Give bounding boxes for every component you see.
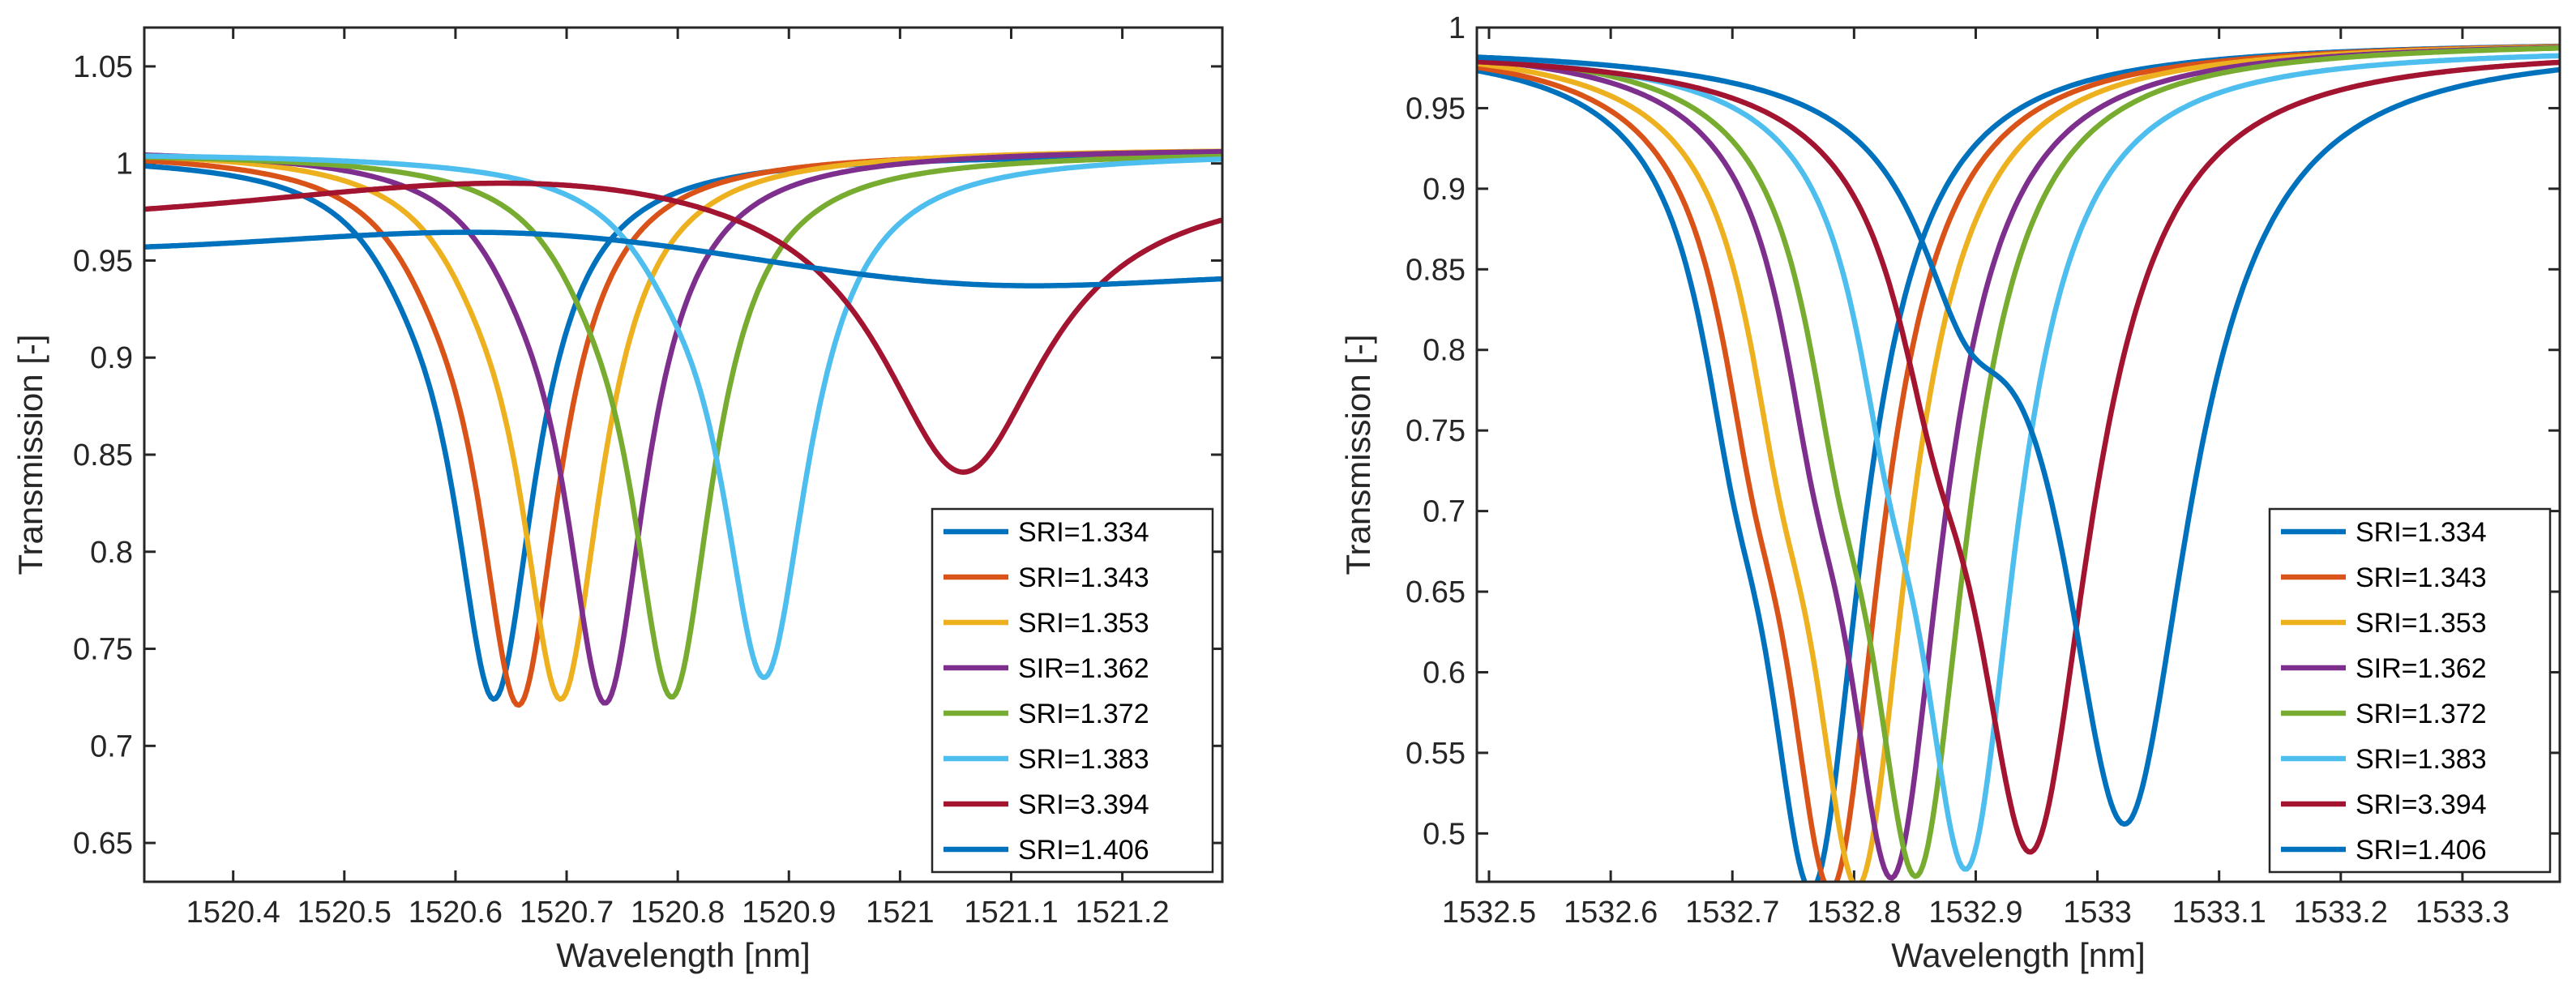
left-axes-box xyxy=(143,26,1224,883)
right-series-line-7 xyxy=(1477,58,2560,855)
right-x-tick-label: 1533.3 xyxy=(2416,896,2510,930)
right-y-tick-label: 0.75 xyxy=(1406,414,1466,448)
right-x-axis-label: Wavelength [nm] xyxy=(1891,936,2146,974)
left-x-tick-label: 1520.7 xyxy=(520,896,614,930)
left-tick-labels: 1520.4 1520.5 1520.6 1520.7 1520.8 1520.9 1521… xyxy=(73,50,1170,930)
left-series-line-7 xyxy=(144,180,1222,475)
right-legend-box xyxy=(2268,507,2552,874)
right-legend-entry: SRI=1.406 xyxy=(2356,835,2487,866)
left-x-tick-label: 1520.9 xyxy=(742,896,836,930)
left-series-line-8 xyxy=(144,229,1222,289)
right-x-tick-label: 1532.6 xyxy=(1564,896,1658,930)
left-x-tick-label: 1521.1 xyxy=(964,896,1058,930)
left-legend-entry: SRI=1.372 xyxy=(1018,699,1149,729)
left-x-axis-label: Wavelength [nm] xyxy=(556,936,811,974)
left-legend-entry: SIR=1.362 xyxy=(1018,653,1149,684)
right-y-tick-label: 0.8 xyxy=(1423,334,1466,368)
right-x-tick-label: 1532.8 xyxy=(1807,896,1901,930)
left-y-tick-label: 0.9 xyxy=(90,341,133,375)
left-legend-entry: SRI=1.353 xyxy=(1018,608,1149,639)
left-y-tick-label: 0.8 xyxy=(90,536,133,570)
left-legend-entry: SRI=1.383 xyxy=(1018,744,1149,775)
right-axes-box xyxy=(1475,26,2561,883)
right-y-axis-label: Transmission [-] xyxy=(1339,334,1377,575)
right-x-tick-label: 1533.1 xyxy=(2172,896,2266,930)
right-legend-entry: SRI=1.343 xyxy=(2356,562,2487,593)
right-x-tick-label: 1532.9 xyxy=(1928,896,2022,930)
right-legend-entry: SRI=3.394 xyxy=(2356,789,2487,820)
right-y-tick-label: 0.65 xyxy=(1406,575,1466,609)
right-y-tick-label: 0.5 xyxy=(1423,817,1466,851)
left-y-tick-label: 1.05 xyxy=(73,50,133,84)
left-x-tick-label: 1521.2 xyxy=(1075,896,1169,930)
right-y-tick-label: 0.95 xyxy=(1406,92,1466,126)
left-y-tick-label: 0.65 xyxy=(73,827,133,861)
left-series-line-4 xyxy=(144,148,1222,706)
right-y-tick-label: 0.7 xyxy=(1423,495,1466,529)
left-x-tick-label: 1520.4 xyxy=(186,896,280,930)
left-legend-box xyxy=(931,507,1214,874)
left-y-tick-label: 0.7 xyxy=(90,729,133,763)
left-x-tick-label: 1520.8 xyxy=(631,896,725,930)
right-x-tick-label: 1533.2 xyxy=(2294,896,2388,930)
left-tick-marks xyxy=(144,28,1222,882)
left-panel: 1520.4 1520.5 1520.6 1520.7 1520.8 1520.9 1521… xyxy=(11,26,1224,974)
right-tick-marks xyxy=(1477,26,2560,882)
left-series-line-5 xyxy=(144,153,1222,700)
right-y-tick-label: 0.85 xyxy=(1406,253,1466,287)
right-series-line-8 xyxy=(1477,54,2560,827)
right-legend-entry: SRI=1.353 xyxy=(2356,608,2487,639)
left-series-line-1 xyxy=(144,153,1222,702)
right-legend-entry: SRI=1.383 xyxy=(2356,744,2487,775)
left-legend-entry: SRI=1.406 xyxy=(1018,835,1149,866)
left-y-tick-label: 1 xyxy=(116,148,133,182)
right-legend-entry: SRI=1.334 xyxy=(2356,517,2487,548)
right-x-tick-label: 1533 xyxy=(2063,896,2132,930)
left-legend: SRI=1.334 SRI=1.343 SRI=1.353 SIR=1.362 SRI=… xyxy=(931,507,1214,874)
left-x-tick-label: 1521 xyxy=(866,896,935,930)
left-y-tick-label: 0.95 xyxy=(73,244,133,278)
right-tick-labels: 1532.5 1532.6 1532.7 1532.8 1532.9 1533 1533.1… xyxy=(1406,11,2510,930)
right-y-tick-label: 1 xyxy=(1448,11,1466,45)
left-plot-lines xyxy=(144,148,1222,708)
right-x-tick-label: 1532.7 xyxy=(1685,896,1779,930)
right-legend: SRI=1.334 SRI=1.343 SRI=1.353 SIR=1.362 SRI=… xyxy=(2268,507,2552,874)
right-x-tick-label: 1532.5 xyxy=(1442,896,1536,930)
left-y-tick-label: 0.85 xyxy=(73,438,133,472)
right-legend-entry: SRI=1.372 xyxy=(2356,699,2487,729)
right-y-tick-label: 0.6 xyxy=(1423,656,1466,690)
right-y-tick-label: 0.55 xyxy=(1406,737,1466,771)
left-legend-entry: SRI=1.334 xyxy=(1018,517,1149,548)
right-legend-entry: SIR=1.362 xyxy=(2356,653,2487,684)
left-series-line-6 xyxy=(144,153,1222,680)
left-legend-entry: SRI=1.343 xyxy=(1018,562,1149,593)
left-x-tick-label: 1520.6 xyxy=(409,896,503,930)
right-y-tick-label: 0.9 xyxy=(1423,173,1466,207)
left-y-tick-label: 0.75 xyxy=(73,633,133,667)
right-plot-lines xyxy=(1477,43,2560,882)
left-legend-entry: SRI=3.394 xyxy=(1018,789,1149,820)
left-y-axis-label: Transmission [-] xyxy=(11,334,49,575)
right-series-line-5 xyxy=(1477,45,2560,879)
right-panel: 1532.5 1532.6 1532.7 1532.8 1532.9 1533 1533.1… xyxy=(1339,11,2561,974)
left-x-tick-label: 1520.5 xyxy=(297,896,392,930)
